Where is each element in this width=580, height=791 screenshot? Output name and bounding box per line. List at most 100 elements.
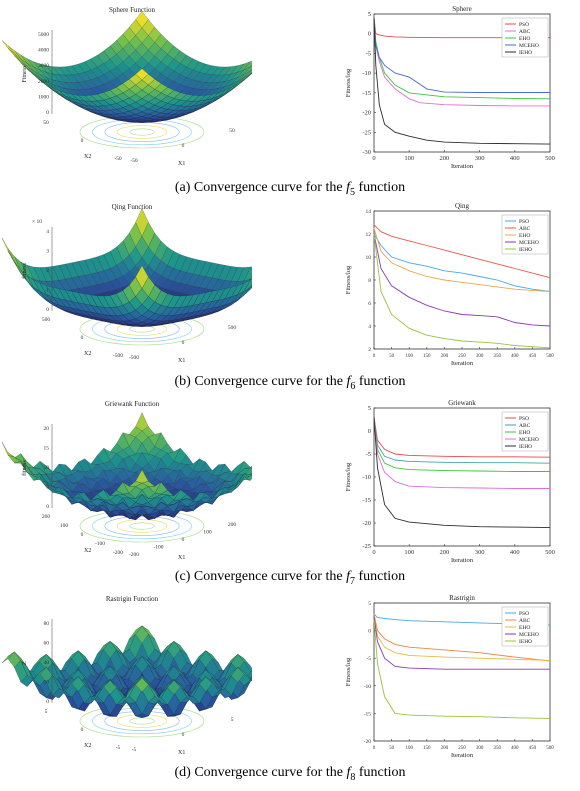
caption-c-func-index: 7 [349, 575, 355, 587]
x-tick-label: 300 [476, 354, 484, 359]
y-tick-label: 8 [368, 278, 371, 284]
caption-b-func: f [346, 374, 351, 389]
caption-b-suffix: function [355, 374, 406, 389]
caption-a-func: f [346, 180, 350, 195]
floor-contour [92, 118, 192, 146]
x-tick-label: 100 [405, 746, 413, 751]
legend-label-ieho: IEHO [519, 50, 532, 56]
x-tick-label: 200 [441, 354, 449, 359]
z-axis-label: Fitness [22, 65, 28, 83]
x-tick-label: 500 [546, 746, 554, 751]
chart-title: Qing [455, 202, 470, 210]
y-tick-label: 10 [366, 255, 372, 261]
floor-contour [104, 516, 180, 536]
surface-plot-a: Sphere Function 5000 4000 3000 2000 1000 0 Fitn… [1, 2, 283, 177]
legend-label-pso: PSO [519, 219, 529, 225]
legend-label-pso: PSO [519, 611, 529, 617]
x1-axis-label: X1 [178, 358, 185, 364]
x2-tick-label: 0 [81, 138, 84, 144]
x-tick-label: 0 [373, 354, 376, 359]
y-tick-label: -5 [366, 50, 371, 57]
surface-title: Griewank Function [105, 400, 160, 408]
series-line-abc [373, 17, 550, 107]
x1-tick-label: 100 [203, 530, 212, 536]
surface-facet [135, 68, 149, 81]
series-line-mceho [373, 17, 550, 93]
chart-title: Sphere [452, 5, 471, 13]
z-tick-label: 0 [46, 699, 49, 705]
panel-b: Qing Function 4 3 2 1 0 × 10 fitness -500 0 500 500… [0, 199, 580, 371]
z-axis-label: fitness [21, 263, 28, 279]
caption-d-suffix: function [355, 765, 406, 780]
y-tick-label: -20 [364, 739, 372, 745]
x-axis-label: Iteration [451, 360, 474, 367]
convergence-chart-a: 0 100 200 300 400 500 5 0 -5 -10 -15 -20 -25 -30 Spher… [338, 2, 558, 177]
series-line-eho [373, 228, 551, 292]
x2-tick-label: 5 [45, 709, 48, 715]
x1-tick-label: 0 [182, 143, 185, 149]
x-tick-label: 50 [389, 354, 395, 359]
x-tick-label: 100 [404, 155, 414, 162]
y-tick-label: -30 [362, 149, 371, 156]
y-tick-label: -5 [366, 451, 371, 458]
series-line-ieho [373, 233, 551, 349]
x-tick-label: 200 [440, 549, 450, 556]
z-tick-label: 4000 [38, 48, 49, 54]
surface-facet [135, 677, 149, 692]
z-tick-label: 4 [46, 229, 49, 235]
x-tick-label: 250 [458, 746, 466, 751]
surface-title: Qing Function [112, 203, 153, 211]
x2-tick-label: 0 [81, 335, 84, 341]
z-tick-label: 0 [46, 110, 49, 116]
surface-facet [7, 45, 21, 59]
caption-b-prefix: (b) Convergence curve for the [174, 374, 347, 389]
z-tick-label: 0 [46, 307, 49, 313]
series-line-mceho [373, 616, 550, 670]
x-tick-label: 350 [493, 746, 501, 751]
z-tick-label: 2000 [38, 79, 49, 85]
legend-label-eho: EHO [519, 625, 530, 631]
y-tick-label: 5 [368, 11, 371, 18]
x-tick-label: 100 [404, 549, 414, 556]
x-tick-label: 450 [529, 354, 537, 359]
series-line-ieho [373, 417, 551, 529]
y-tick-label: -5 [366, 656, 371, 662]
x-tick-label: 50 [389, 746, 395, 751]
x1-tick-label: 0 [182, 340, 185, 346]
caption-b: (b) Convergence curve for the f6 functio… [0, 374, 580, 392]
caption-a-prefix: (a) Convergence curve for the [174, 180, 347, 195]
surface-facet [1, 441, 15, 458]
x-tick-label: 200 [441, 746, 449, 751]
y-tick-label: -20 [362, 520, 371, 527]
y-tick-label: -10 [362, 474, 371, 481]
panel-a: Sphere Function 5000 4000 3000 2000 1000 0 Fitn… [0, 2, 580, 177]
x-axis-label: Iteration [451, 557, 474, 564]
x2-axis-label: X2 [84, 548, 91, 554]
x1-tick-label: 200 [228, 522, 237, 528]
z-tick-label: 20 [44, 426, 50, 432]
x2-axis-label: X2 [84, 351, 91, 357]
legend-label-mceho: MCEHO [519, 437, 539, 443]
series-line-ieho [373, 619, 551, 719]
caption-d: (d) Convergence curve for the f8 functio… [0, 765, 580, 783]
y-tick-label: -20 [362, 110, 371, 117]
x1-axis-label: X1 [178, 750, 185, 756]
caption-d-func: f [346, 765, 351, 780]
x1-axis-label: X1 [178, 161, 185, 167]
z-exponent-label: × 10 [32, 219, 42, 225]
series-line-pso [373, 233, 551, 292]
x-tick-label: 200 [440, 155, 450, 162]
x2-axis-label: X2 [84, 743, 91, 749]
z-tick-label: 1000 [38, 94, 49, 100]
floor-contour [104, 122, 180, 142]
x1-tick-label: -100 [153, 545, 163, 551]
surface-title: Rastrigin Function [106, 595, 159, 603]
legend-label-pso: PSO [519, 22, 529, 28]
z-axis-label: fitness [21, 460, 28, 476]
caption-d-func-index: 8 [350, 771, 356, 783]
x-tick-label: 150 [423, 354, 431, 359]
legend-label-abc: ABC [519, 226, 531, 232]
legend-label-mceho: MCEHO [519, 43, 539, 49]
caption-b-func-index: 6 [350, 380, 356, 392]
x1-tick-label: -5 [132, 747, 137, 753]
